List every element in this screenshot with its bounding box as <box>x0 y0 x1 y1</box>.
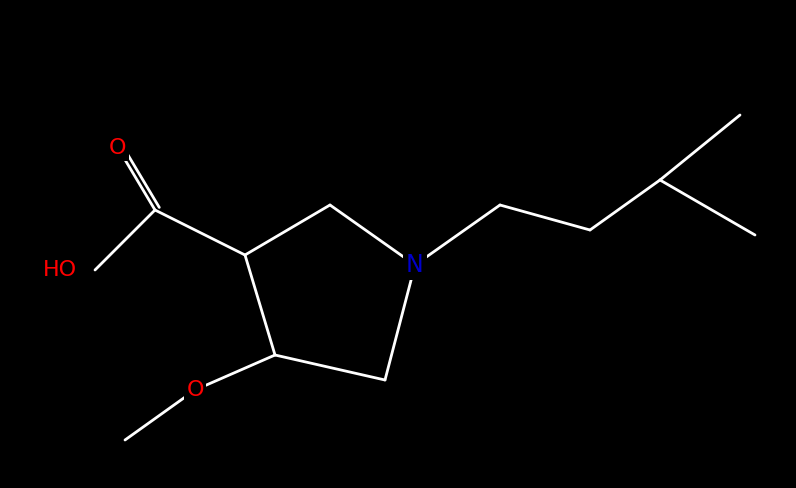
Text: O: O <box>109 138 127 158</box>
Text: O: O <box>186 380 204 400</box>
Text: N: N <box>406 253 424 277</box>
Text: HO: HO <box>43 260 77 280</box>
